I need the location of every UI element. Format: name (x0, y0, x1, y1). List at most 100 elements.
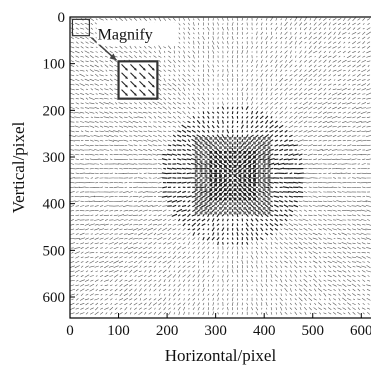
field-arrow (118, 106, 124, 110)
field-arrow (226, 157, 230, 162)
field-arrow (222, 64, 224, 68)
field-arrow (294, 120, 298, 124)
field-arrow (245, 227, 249, 232)
field-arrow (299, 302, 302, 306)
field-arrow (191, 222, 196, 227)
field-arrow (355, 106, 362, 110)
field-arrow (113, 130, 120, 133)
field-arrow (318, 283, 322, 288)
field-arrow (270, 274, 273, 278)
field-arrow (284, 153, 288, 156)
field-arrow (308, 289, 312, 291)
field-arrow (89, 210, 95, 212)
field-arrow (337, 121, 341, 123)
field-arrow (250, 120, 254, 124)
field-arrow (139, 144, 142, 146)
field-arrow (94, 121, 99, 123)
field-arrow (254, 172, 260, 175)
field-arrow (227, 97, 229, 100)
field-arrow (152, 101, 158, 106)
field-arrow (342, 293, 346, 297)
field-arrow (304, 41, 307, 44)
field-arrow (75, 60, 80, 63)
field-arrow (201, 223, 206, 227)
field-arrow (103, 125, 109, 128)
field-arrow (211, 209, 215, 213)
y-tick-label: 200 (43, 103, 66, 119)
field-arrow (357, 275, 361, 277)
field-arrow (236, 69, 239, 72)
field-arrow (221, 195, 225, 198)
field-arrow (289, 186, 293, 189)
field-arrow (246, 251, 249, 254)
field-arrow (260, 125, 264, 129)
field-arrow (178, 242, 181, 245)
field-arrow (168, 247, 171, 249)
field-arrow (172, 115, 176, 119)
field-arrow (221, 153, 224, 156)
field-arrow (109, 116, 114, 119)
field-arrow (236, 269, 239, 273)
field-arrow (270, 92, 273, 96)
field-arrow (222, 307, 224, 310)
field-arrow (255, 306, 259, 311)
field-arrow (75, 41, 79, 44)
field-arrow (134, 307, 138, 310)
field-arrow (308, 106, 313, 110)
field-arrow (236, 293, 239, 297)
field-arrow (313, 274, 317, 278)
field-arrow (88, 97, 95, 101)
field-arrow (162, 139, 167, 142)
field-arrow (362, 23, 365, 25)
field-arrow (294, 298, 297, 301)
y-axis-title: Vertical/pixel (9, 121, 28, 213)
field-arrow (342, 111, 346, 114)
field-arrow (217, 51, 219, 53)
field-arrow (245, 232, 249, 236)
field-arrow (342, 116, 346, 119)
field-arrow (298, 97, 303, 100)
field-arrow (274, 111, 278, 115)
field-arrow (70, 116, 75, 119)
field-arrow (197, 93, 200, 95)
field-arrow (100, 247, 103, 249)
dense-marker (194, 178, 198, 182)
field-arrow (163, 97, 167, 101)
field-arrow (357, 303, 360, 305)
field-arrow (288, 195, 294, 198)
field-arrow (265, 293, 268, 296)
field-arrow (313, 288, 317, 292)
field-arrow (241, 101, 244, 105)
field-arrow (352, 97, 356, 100)
dense-marker (204, 183, 208, 187)
field-arrow (351, 32, 357, 35)
field-arrow (323, 144, 327, 147)
field-arrow (260, 223, 264, 226)
field-arrow (304, 269, 307, 273)
field-arrow (202, 78, 205, 82)
field-arrow (255, 232, 259, 236)
field-arrow (342, 83, 347, 86)
field-arrow (109, 275, 114, 277)
dense-marker (209, 169, 213, 173)
field-arrow (270, 311, 273, 315)
field-arrow (84, 205, 90, 207)
field-arrow (263, 157, 270, 161)
field-arrow (338, 83, 341, 86)
field-arrow (144, 106, 147, 110)
dense-marker (199, 192, 203, 196)
dense-marker (253, 197, 256, 201)
field-arrow (270, 256, 273, 259)
field-arrow (293, 209, 298, 212)
field-arrow (337, 237, 342, 240)
field-arrow (110, 303, 113, 305)
field-arrow (322, 111, 327, 114)
field-arrow (293, 214, 299, 217)
field-arrow (138, 111, 143, 114)
field-arrow (318, 22, 322, 26)
field-arrow (312, 237, 318, 240)
inset-arrowhead (125, 67, 128, 71)
field-arrow (137, 228, 144, 231)
field-arrow (351, 106, 357, 110)
field-arrow (153, 106, 157, 110)
